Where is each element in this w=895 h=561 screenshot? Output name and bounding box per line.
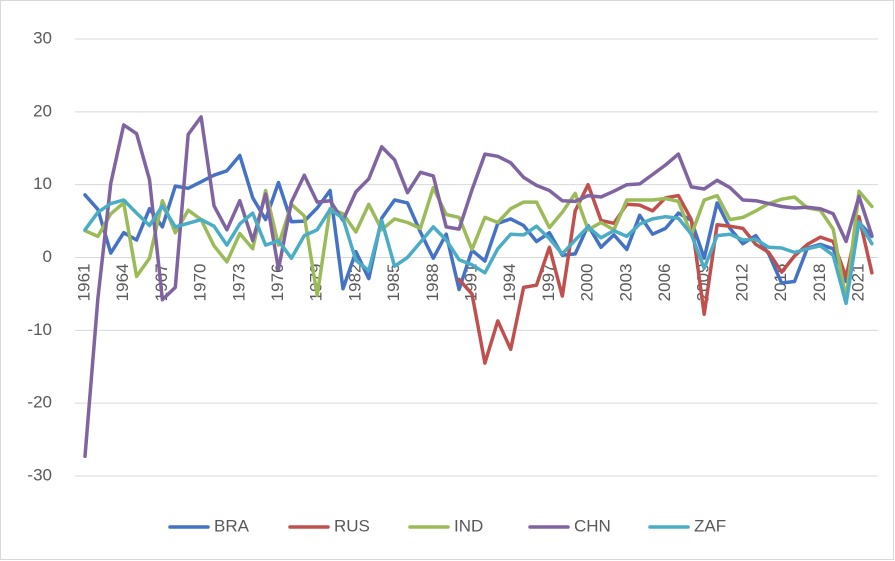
x-tick-label: 2006 xyxy=(655,264,674,302)
x-tick-label: 1973 xyxy=(229,264,248,302)
y-tick-label: -30 xyxy=(27,465,52,484)
series-line xyxy=(83,198,874,306)
y-tick-label: -20 xyxy=(27,393,52,412)
x-tick-label: 2012 xyxy=(732,264,751,302)
x-tick-label: 1994 xyxy=(500,264,519,302)
x-tick-label: 1976 xyxy=(268,264,287,302)
legend-label: CHN xyxy=(574,516,611,535)
x-tick-label: 2021 xyxy=(848,264,867,302)
x-tick-label: 2000 xyxy=(578,264,597,302)
legend-label: IND xyxy=(454,516,483,535)
x-tick-label: 1997 xyxy=(539,264,558,302)
y-tick-label: 10 xyxy=(33,174,52,193)
series-line xyxy=(83,153,874,292)
x-tick-label: 1970 xyxy=(191,264,210,302)
x-tick-label: 2018 xyxy=(810,264,829,302)
x-tick-label: 1961 xyxy=(74,264,93,302)
y-tick-label: 0 xyxy=(43,247,52,266)
series-line xyxy=(83,115,874,459)
legend-label: BRA xyxy=(214,516,250,535)
y-tick-label: -10 xyxy=(27,320,52,339)
x-tick-label: 2003 xyxy=(616,264,635,302)
legend-label: ZAF xyxy=(694,516,726,535)
y-tick-label: 20 xyxy=(33,101,52,120)
x-tick-label: 1964 xyxy=(113,264,132,302)
series-line xyxy=(83,185,874,302)
legend-label: RUS xyxy=(334,516,370,535)
x-tick-label: 1988 xyxy=(423,264,442,302)
x-tick-label: 1985 xyxy=(384,264,403,302)
y-tick-label: 30 xyxy=(33,28,52,47)
